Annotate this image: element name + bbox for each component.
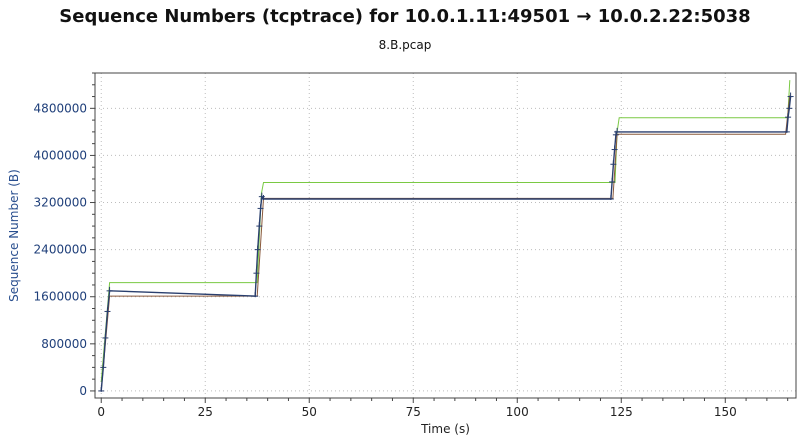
x-tick-label: 75	[406, 405, 421, 419]
y-axis: 0 800000 1600000 2400000 3200000 4000000 48000…	[34, 72, 95, 398]
x-tick-label: 50	[302, 405, 317, 419]
y-tick-label: 0	[79, 384, 87, 398]
data-series-line	[100, 96, 792, 391]
y-tick-label: 4000000	[34, 148, 87, 162]
y-tick-label: 2400000	[34, 243, 87, 257]
series-layer	[98, 80, 794, 392]
grid	[95, 73, 796, 398]
chart-subtitle: 8.B.pcap	[378, 38, 432, 52]
x-tick-label: 25	[198, 405, 213, 419]
y-axis-label: Sequence Number (B)	[7, 169, 21, 302]
x-axis: 0 25 50 75 100 125 150	[97, 398, 789, 419]
x-tick-label: 100	[506, 405, 529, 419]
y-tick-label: 1600000	[34, 290, 87, 304]
plot-frame	[94, 72, 797, 399]
y-tick-label: 800000	[41, 337, 87, 351]
x-tick-label: 0	[97, 405, 105, 419]
chart-title: Sequence Numbers (tcptrace) for 10.0.1.1…	[59, 6, 751, 27]
x-tick-label: 125	[610, 405, 633, 419]
ack-series-line	[100, 95, 791, 391]
y-tick-label: 3200000	[34, 196, 87, 210]
y-tick-label: 4800000	[34, 101, 87, 115]
x-tick-label: 150	[714, 405, 737, 419]
window-series-line	[100, 80, 791, 383]
x-axis-label: Time (s)	[420, 422, 470, 436]
